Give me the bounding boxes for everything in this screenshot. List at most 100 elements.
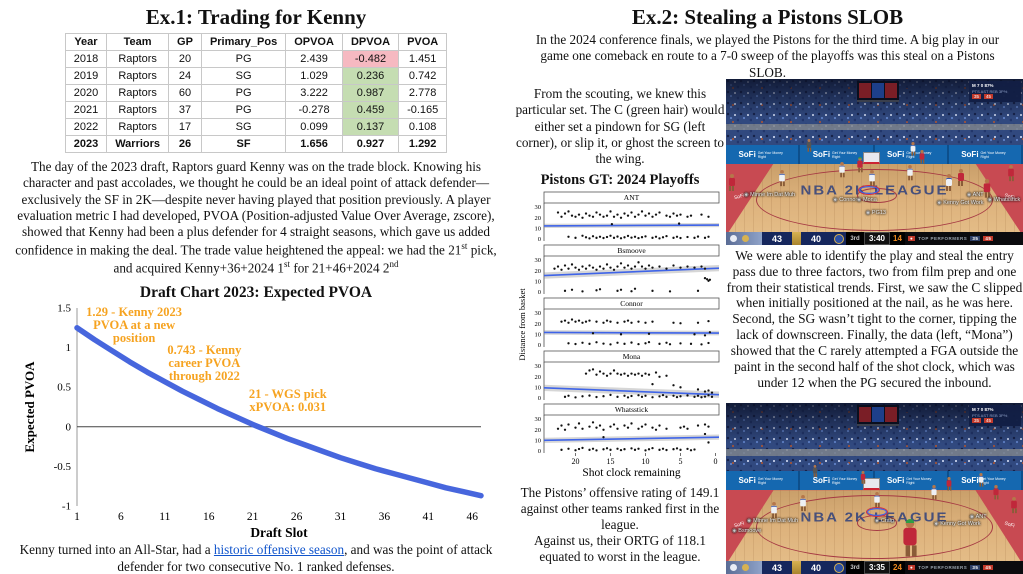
table-cell: 1.451 [398,50,448,68]
ad-slogan: Get Your Money Right [980,150,1006,159]
svg-text:Bsmoove: Bsmoove [617,246,646,255]
svg-text:11: 11 [159,511,170,523]
table-header: OPVOA [285,33,343,51]
ex2-analysis: We were able to identify the play and st… [726,248,1023,390]
court: NBA 2K LEAGUE [726,163,1023,245]
svg-text:5: 5 [678,457,682,466]
game-clock: 3:40 [864,232,890,245]
svg-text:Expected PVOA: Expected PVOA [22,361,37,453]
referee [806,138,812,152]
ex2-right-column: SoFi Get Your Money Right SoFi Get Your … [726,79,1023,574]
table-cell: SF [200,135,287,153]
table-cell: 0.927 [341,135,400,153]
player-highlight-ring [857,185,880,196]
stat-overlay-line2: PTS AST REB 3P% [972,412,1008,418]
stat-overlay-badges: 35 45 [972,418,994,424]
player-label: ◉ Kenny Got Work [936,200,984,207]
player [1011,497,1017,514]
table-cell: -0.482 [341,50,400,68]
table-cell: 0.137 [341,118,400,136]
table-cell: 2023 [64,135,108,153]
svg-text:20: 20 [534,215,541,222]
suite-level [726,123,1023,131]
draft-chart-title: Draft Chart 2023: Expected PVOA [139,284,373,302]
ex1-footer: Kenny turned into an All-Star, had a his… [19,542,493,574]
table-cell: 2.439 [285,50,343,68]
player [728,173,735,191]
table-cell: PG [200,50,287,68]
player [839,162,845,178]
ticker: ● TOP PERFORMERS 35 45 [905,232,1023,245]
player-label: ◉ Craig [874,517,894,524]
jumbotron [856,404,900,427]
shot-clock: 24 [890,561,905,574]
table-cell: 2019 [64,67,108,85]
svg-text:10: 10 [534,225,541,232]
sofi-logo-text: SoFi [961,150,979,160]
table-cell: 26 [168,135,202,153]
svg-text:0.5: 0.5 [57,382,71,394]
jumbotron [856,80,900,102]
table-header: PVOA [398,33,448,51]
player-label: ◉ Connor [832,196,858,203]
player [874,491,881,508]
ex2-ratings: The Pistons’ offensive rating of 149.1 a… [516,485,724,565]
ad-slogan: Get Your Money Right [906,150,932,159]
ad-slogan: Get Your Money Right [906,476,932,485]
ad-board-panel: SoFi Get Your Money Right [726,145,801,164]
table-cell: Raptors [106,67,170,85]
ad-slogan: Get Your Money Right [980,476,1006,485]
player [800,495,807,512]
sofi-logo-text: SoFi [961,476,979,486]
svg-text:1: 1 [74,511,80,523]
svg-text:20: 20 [534,374,541,381]
ratings-line-1: The Pistons’ offensive rating of 149.1 a… [520,484,720,532]
svg-text:0: 0 [537,448,540,455]
table-cell: 2018 [64,50,108,68]
player [910,142,916,156]
stat-overlay-line2: PTS AST REB 3P% [972,88,1008,94]
svg-text:Distance from basket: Distance from basket [518,288,527,361]
svg-text:Whatsstick: Whatsstick [614,405,648,414]
ex2-title: Ex.2: Stealing a Pistons SLOB [631,5,904,29]
table-cell: 0.108 [398,118,448,136]
score-away: 40 [801,561,831,574]
scoreboard: 43 40 3rd 3:40 14 ● TOP PERFORMERS 35 45 [726,232,1023,245]
player-label: ◉ ANT [969,514,987,521]
superscript: st [284,258,291,269]
svg-text:20: 20 [571,457,579,466]
game-clock: 3:35 [864,561,890,574]
svg-text:1.29 - Kenny 2023: 1.29 - Kenny 2023 [86,305,182,319]
player [919,150,925,164]
ex2-intro: In the 2024 conference finals, we played… [535,32,1000,80]
svg-text:20: 20 [534,427,541,434]
team-logo [831,561,846,574]
table-header: DPVOA [341,33,400,51]
ad-board-panel: SoFi Get Your Money Right [875,145,949,164]
player [903,519,917,557]
svg-text:0: 0 [537,342,540,349]
table-cell: 0.459 [341,101,400,119]
backboard [862,152,880,165]
svg-text:10: 10 [534,331,541,338]
suite-level [726,449,1023,456]
player [907,165,913,181]
svg-text:ANT: ANT [623,193,639,202]
draft-chart: 1.510.50-0.5-11 6 11 16 21 26 31 36 41 46Expected… [22,303,484,540]
player-label: ◉ Whatsstick [987,196,1021,203]
shot-clock: 14 [890,232,905,245]
ratings-line-2: Against us, their ORTG of 118.1 equated … [534,533,706,565]
svg-text:26: 26 [291,511,303,523]
table-cell: 2022 [64,118,108,136]
player [979,473,984,487]
svg-text:10: 10 [534,278,541,285]
ad-board-panel: SoFi Get Your Money Right [875,471,949,491]
table-cell: Raptors [106,118,170,136]
historic-offensive-season-link[interactable]: historic offensive season [213,542,345,558]
svg-text:0.743 - Kenny: 0.743 - Kenny [167,343,242,357]
ad-slogan: Get Your Money Right [757,476,783,485]
svg-text:10: 10 [534,437,541,444]
stat-overlay: M 7 0 87% PTS AST REB 3P% 35 45 [969,81,1021,102]
table-cell: 1.292 [398,135,448,153]
